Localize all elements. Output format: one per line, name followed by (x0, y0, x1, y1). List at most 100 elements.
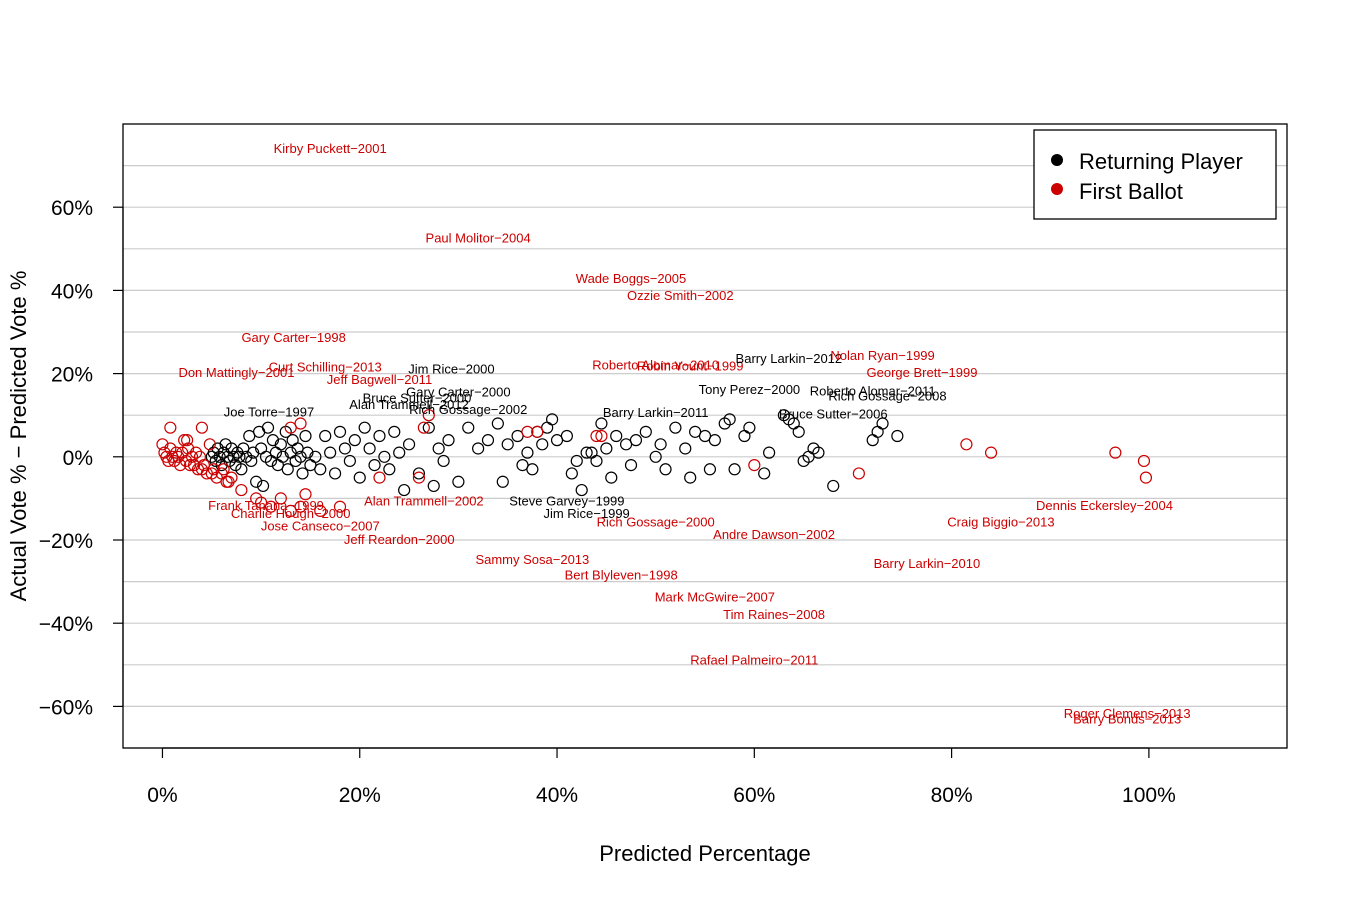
point-first-ballot (195, 421, 209, 434)
point-label: Jim Rice−2000 (408, 361, 494, 376)
point-returning-player (743, 421, 756, 434)
point-returning-player (763, 446, 776, 459)
point-first-ballot (193, 450, 207, 463)
point-label: Bruce Sutter−2000 (363, 391, 472, 406)
point-label: Jim Rice−1999 (543, 506, 629, 521)
point-returning-player (496, 475, 509, 488)
legend-box (1033, 129, 1277, 220)
point-returning-player (296, 467, 309, 480)
point-label: Rich Gossage−2002 (409, 402, 527, 417)
point-first-ballot (299, 488, 312, 501)
point-returning-player (679, 442, 692, 455)
point-label: Frank Tanana−1999 (208, 498, 324, 513)
legend: Returning Player First Ballot (1033, 129, 1277, 220)
point-returning-player (600, 442, 613, 455)
point-first-ballot (984, 446, 998, 459)
point-returning-player (605, 471, 618, 484)
point-first-ballot (156, 438, 169, 451)
point-returning-player (398, 483, 411, 497)
point-returning-player (274, 438, 287, 451)
point-first-ballot (422, 409, 435, 422)
point-returning-player (595, 417, 608, 430)
point-label: Barry Larkin−2011 (603, 405, 709, 420)
point-returning-player (368, 459, 381, 472)
point-label: Nolan Ryan−1999 (830, 348, 934, 363)
point-returning-player (266, 434, 280, 447)
point-returning-player (233, 450, 246, 463)
point-returning-player (363, 442, 376, 455)
point-returning-player (261, 421, 275, 434)
point-first-ballot (412, 471, 426, 484)
point-first-ballot (164, 421, 177, 434)
point-returning-player (437, 454, 450, 468)
point-returning-player (250, 475, 263, 488)
point-label: Roberto Alomar−2010 (592, 357, 719, 372)
point-label: Charlie Hough−2000 (231, 506, 351, 521)
point-returning-player (738, 429, 751, 443)
point-returning-player (256, 479, 270, 493)
x-tick-label: 60% (733, 784, 775, 807)
y-tick-label: 60% (51, 197, 93, 220)
point-first-ballot (181, 434, 194, 447)
y-tick-label: 20% (51, 364, 93, 387)
point-returning-player (314, 463, 327, 476)
point-returning-player (294, 450, 307, 463)
y-axis: −60% −40% −20% 0% 20% 40% 60% (39, 197, 124, 719)
x-tick-label: 80% (931, 784, 973, 807)
point-first-ballot (595, 429, 608, 443)
point-returning-player (333, 425, 347, 438)
point-returning-player (610, 429, 623, 443)
point-label: Sammy Sosa−2013 (475, 552, 589, 567)
point-first-ballot (590, 429, 603, 443)
point-returning-player (299, 429, 312, 443)
point-returning-player (432, 442, 445, 455)
point-first-ballot (417, 421, 430, 434)
point-returning-player (649, 450, 662, 463)
point-returning-player (703, 463, 717, 476)
point-returning-player (388, 425, 401, 438)
point-returning-player (373, 429, 386, 443)
point-returning-player (276, 450, 289, 463)
point-label: Ozzie Smith−2002 (627, 288, 734, 303)
point-label: Don Mattingly−2001 (178, 365, 294, 380)
point-first-ballot (182, 442, 195, 455)
point-first-ballot (531, 425, 544, 438)
point-label: Gary Carter−2000 (406, 384, 510, 399)
point-returning-player (570, 454, 583, 468)
point-label: Robin Yount−1999 (637, 359, 744, 374)
point-returning-player (575, 483, 588, 497)
point-label: Wade Boggs−2005 (576, 271, 686, 286)
point-returning-player (876, 417, 889, 430)
point-returning-player (866, 434, 879, 447)
point-returning-player (452, 475, 465, 488)
point-returning-player (659, 463, 672, 476)
point-returning-player (309, 450, 322, 463)
y-axis-title: Actual Vote % − Predicted Vote % (6, 271, 31, 602)
point-returning-player (891, 429, 904, 443)
point-first-ballot (1137, 454, 1151, 468)
x-tick-label: 20% (339, 784, 381, 807)
point-returning-player (654, 438, 667, 451)
point-first-ballot (217, 463, 230, 476)
point-returning-player (481, 434, 495, 447)
point-label: Curt Schilling−2013 (269, 359, 382, 374)
point-returning-player (669, 421, 682, 434)
point-returning-player (472, 442, 485, 455)
point-label: Kirby Puckett−2001 (274, 141, 387, 156)
point-first-ballot (521, 425, 534, 438)
point-returning-player (324, 446, 337, 459)
point-returning-player (358, 421, 371, 434)
legend-label-returning: Returning Player (1079, 149, 1243, 174)
point-first-ballot (314, 504, 327, 517)
point-returning-player (353, 471, 366, 484)
point-returning-player (723, 413, 736, 426)
point-label: Bruce Sutter−2006 (779, 406, 888, 421)
point-first-ballot (178, 434, 191, 447)
point-returning-player (624, 459, 638, 472)
point-label: Jose Canseco−2007 (261, 519, 380, 534)
point-returning-player (235, 463, 248, 476)
data-points (156, 409, 1153, 517)
point-label: Rich Gossage−2000 (597, 515, 715, 530)
point-returning-player (422, 421, 435, 434)
